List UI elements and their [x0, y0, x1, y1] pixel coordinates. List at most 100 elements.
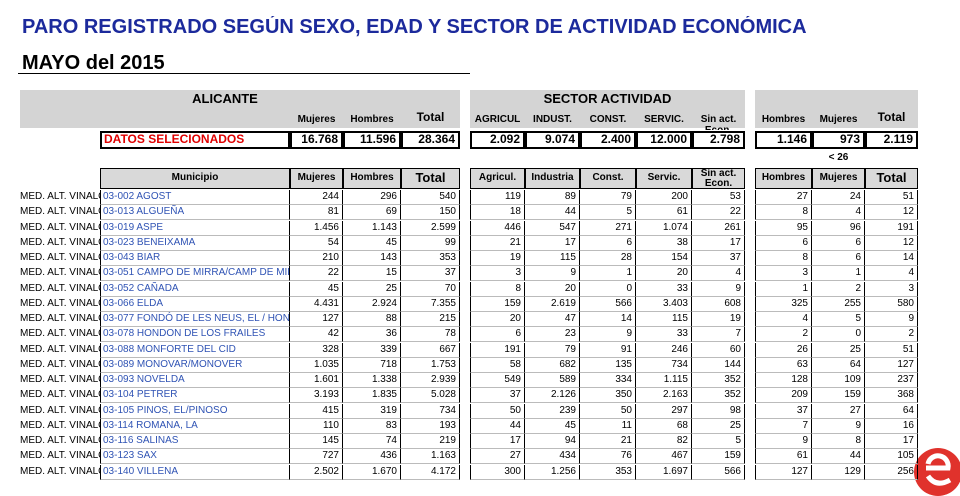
cell-value: 144: [692, 357, 745, 373]
cell-value: 4.172: [401, 464, 460, 480]
cell-value: 53: [692, 190, 745, 205]
cell-value: 9: [865, 312, 918, 327]
cell-value: 9: [525, 266, 580, 282]
cell-value: 94: [525, 434, 580, 449]
cell-value: 44: [470, 418, 525, 434]
cell-value: 42: [290, 327, 343, 343]
municipio: 03-077 FONDÓ DE LES NEUS, EL / HONDÓN DE…: [100, 312, 290, 327]
cell-value: 128: [755, 373, 812, 388]
cell-value: 1.753: [401, 357, 460, 373]
region: ALICANTE: [192, 91, 258, 106]
group-label: MED. ALT. VINALOPÓ: [20, 236, 100, 248]
cell-value: 45: [343, 235, 401, 251]
cell-value: 150: [401, 205, 460, 221]
cell-value: 79: [525, 342, 580, 358]
cell-value: 1.143: [343, 220, 401, 236]
cell-value: 350: [580, 388, 636, 404]
table-header: Sin act. Econ.: [692, 168, 745, 189]
table-header: Total: [865, 168, 918, 189]
cell-value: 1: [755, 281, 812, 297]
cell-value: 0: [812, 327, 865, 343]
municipio: 03-078 HONDON DE LOS FRAILES: [100, 327, 290, 343]
cell-value: 589: [525, 373, 580, 388]
cell-value: 69: [343, 205, 401, 221]
cell-value: 17: [692, 235, 745, 251]
cell-value: 0: [580, 281, 636, 297]
cell-value: 88: [343, 312, 401, 327]
cell-value: 296: [343, 190, 401, 205]
cell-value: 8: [812, 434, 865, 449]
cell-value: 5: [580, 205, 636, 221]
municipio: 03-088 MONFORTE DEL CID: [100, 342, 290, 358]
cell-value: 1.670: [343, 464, 401, 480]
cell-value: 27: [755, 190, 812, 205]
cell-value: 467: [636, 449, 692, 465]
cell-value: 352: [692, 388, 745, 404]
cell-value: 20: [525, 281, 580, 297]
summary-value: 11.596: [343, 131, 401, 149]
cell-value: 9: [692, 281, 745, 297]
summary-value: 2.400: [580, 131, 636, 149]
column-header: CONST.: [589, 114, 627, 125]
cell-value: 415: [290, 403, 343, 419]
cell-value: 11: [580, 418, 636, 434]
cell-value: 191: [470, 342, 525, 358]
cell-value: 580: [865, 296, 918, 312]
cell-value: 47: [525, 312, 580, 327]
cell-value: 237: [865, 373, 918, 388]
cell-value: 193: [401, 418, 460, 434]
cell-value: 271: [580, 220, 636, 236]
table-header: Hombres: [343, 168, 401, 189]
cell-value: 37: [470, 388, 525, 404]
cell-value: 9: [580, 327, 636, 343]
logo: [914, 448, 960, 496]
cell-value: 727: [290, 449, 343, 465]
cell-value: 2.939: [401, 373, 460, 388]
title: PARO REGISTRADO SEGÚN SEXO, EDAD Y SECTO…: [22, 16, 807, 38]
cell-value: 154: [636, 251, 692, 266]
cell-value: 239: [525, 403, 580, 419]
cell-value: 446: [470, 220, 525, 236]
cell-value: 734: [401, 403, 460, 419]
municipio: 03-104 PETRER: [100, 388, 290, 404]
cell-value: 1.035: [290, 357, 343, 373]
cell-value: 353: [401, 251, 460, 266]
rule: [18, 73, 470, 74]
group-label: MED. ALT. VINALOPÓ: [20, 419, 100, 431]
summary-value: 28.364: [401, 131, 460, 149]
cell-value: 115: [636, 312, 692, 327]
table-header: Industria: [525, 168, 580, 189]
cell-value: 215: [401, 312, 460, 327]
cell-value: 4: [755, 312, 812, 327]
cell-value: 68: [636, 418, 692, 434]
municipio: 03-114 ROMANA, LA: [100, 418, 290, 434]
cell-value: 3: [865, 281, 918, 297]
municipio: 03-105 PINOS, EL/PINOSO: [100, 403, 290, 419]
group-label: MED. ALT. VINALOPÓ: [20, 206, 100, 218]
cell-value: 12: [865, 235, 918, 251]
cell-value: 7.355: [401, 296, 460, 312]
cell-value: 4: [692, 266, 745, 282]
cell-value: 22: [692, 205, 745, 221]
cell-value: 1: [812, 266, 865, 282]
cell-value: 14: [580, 312, 636, 327]
cell-value: 1.338: [343, 373, 401, 388]
cell-value: 26: [755, 342, 812, 358]
summary-value: 2.119: [865, 131, 918, 149]
cell-value: 79: [580, 190, 636, 205]
cell-value: 5.028: [401, 388, 460, 404]
cell-value: 4: [865, 266, 918, 282]
sector-title: SECTOR ACTIVIDAD: [543, 91, 672, 106]
group-label: MED. ALT. VINALOPÓ: [20, 389, 100, 401]
cell-value: 110: [290, 418, 343, 434]
cell-value: 51: [865, 190, 918, 205]
cell-value: 17: [470, 434, 525, 449]
age-note: < 26: [828, 152, 849, 163]
group-label: MED. ALT. VINALOPÓ: [20, 358, 100, 370]
cell-value: 3.403: [636, 296, 692, 312]
cell-value: 89: [525, 190, 580, 205]
cell-value: 63: [755, 357, 812, 373]
summary-value: 2.798: [692, 131, 745, 149]
cell-value: 37: [692, 251, 745, 266]
cell-value: 27: [470, 449, 525, 465]
